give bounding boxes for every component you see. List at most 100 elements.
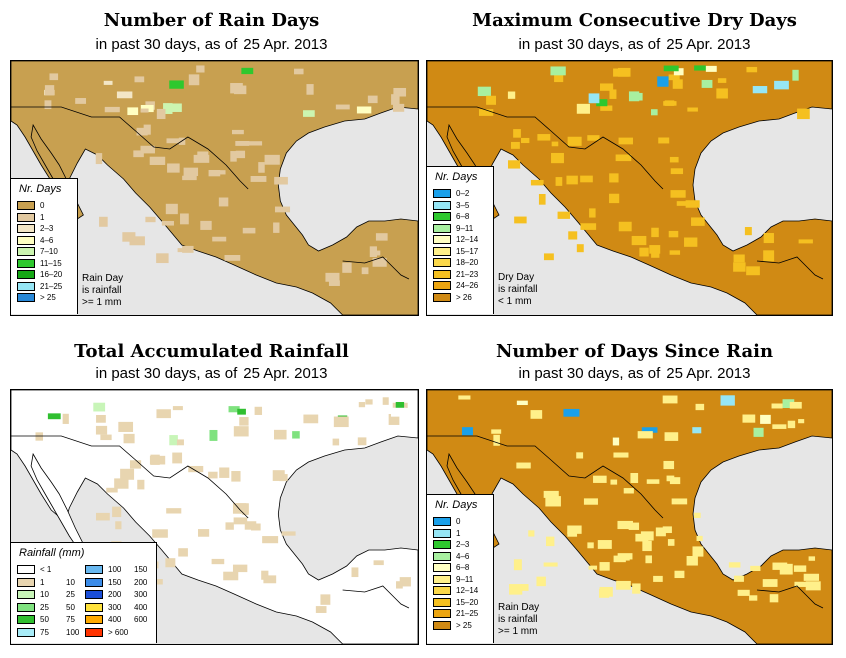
data-cell xyxy=(668,230,679,238)
data-cell xyxy=(35,432,44,441)
legend-swatch xyxy=(85,615,103,624)
data-cell xyxy=(292,431,300,439)
legend-swatch xyxy=(17,212,35,222)
data-cell xyxy=(567,136,582,146)
data-cell xyxy=(167,163,180,173)
legend-label: 2–3 xyxy=(40,224,54,233)
legend-range-high: 150 xyxy=(134,565,148,574)
legend-swatch xyxy=(433,246,451,256)
data-cell xyxy=(705,65,717,72)
legend-swatch xyxy=(17,590,35,599)
data-cell xyxy=(140,108,149,113)
days-since-rain-map xyxy=(426,389,833,645)
legend-swatch xyxy=(17,602,35,612)
data-cell xyxy=(122,232,136,242)
note-line: >= 1 mm xyxy=(82,297,122,308)
data-cell xyxy=(642,540,652,552)
legend-label: 21–23 xyxy=(456,269,479,279)
data-cell xyxy=(566,175,578,185)
legend-label: 2–3 xyxy=(456,540,470,549)
data-cell xyxy=(507,160,521,169)
data-cell xyxy=(233,517,248,525)
data-cell xyxy=(391,94,400,105)
data-cell xyxy=(615,154,632,162)
legend-item: 11–15 xyxy=(17,258,62,269)
data-cell xyxy=(149,156,166,165)
data-cell xyxy=(752,86,768,94)
panel-subtitle: in past 30 days, as of 25 Apr. 2013 xyxy=(95,365,328,382)
data-cell xyxy=(239,417,249,426)
date-label: 25 Apr. 2013 xyxy=(243,365,328,382)
data-cell xyxy=(375,233,388,241)
data-cell xyxy=(241,67,254,75)
data-cell xyxy=(388,413,400,425)
data-cell xyxy=(609,193,620,204)
data-cell xyxy=(225,522,234,530)
legend-label: > 25 xyxy=(40,293,56,302)
data-cell xyxy=(563,408,580,417)
data-cell xyxy=(774,80,789,90)
legend-item: 2–3 xyxy=(17,224,53,234)
data-cell xyxy=(325,272,340,282)
data-cell xyxy=(118,421,134,432)
data-cell xyxy=(772,424,787,429)
data-cell xyxy=(676,201,689,206)
legend-item: 4–6 xyxy=(17,235,53,246)
country-border xyxy=(756,585,824,609)
data-cell xyxy=(663,65,679,72)
data-cell xyxy=(753,427,764,437)
data-cell xyxy=(637,431,653,439)
data-cell xyxy=(635,92,643,101)
data-cell xyxy=(545,496,561,507)
data-cell xyxy=(218,197,229,207)
data-cell xyxy=(631,235,647,246)
data-cell xyxy=(618,221,632,232)
legend-item: 200 300 xyxy=(85,590,147,600)
data-cell xyxy=(567,532,578,537)
legend-item: 10 25 xyxy=(17,590,75,600)
legend-item: 9–11 xyxy=(433,223,473,234)
data-cell xyxy=(153,579,163,585)
land-mass xyxy=(427,61,832,315)
data-cell xyxy=(530,410,543,419)
data-cell xyxy=(737,589,750,596)
data-cell xyxy=(733,262,746,272)
data-cell xyxy=(750,565,761,571)
data-cell xyxy=(557,211,570,219)
data-cell xyxy=(797,108,810,120)
data-cell xyxy=(486,95,496,105)
country-border xyxy=(11,106,249,190)
definition-note: Dry Day is rainfall < 1 mm xyxy=(498,272,537,308)
data-cell xyxy=(166,138,180,144)
data-cell xyxy=(228,406,240,413)
data-cell xyxy=(358,402,366,408)
data-cell xyxy=(177,248,191,253)
panel-max-dry-days: Maximum Consecutive Dry Days in past 30 … xyxy=(423,0,846,329)
data-cell xyxy=(651,227,659,238)
legend-label: 21–25 xyxy=(40,281,63,291)
data-cell xyxy=(576,244,584,253)
data-cell xyxy=(536,576,546,587)
data-cells xyxy=(458,395,821,603)
country-border xyxy=(11,435,249,519)
data-cell xyxy=(793,565,807,572)
data-cell xyxy=(744,226,752,236)
data-cell xyxy=(140,145,155,154)
rain-days-map xyxy=(10,60,419,316)
data-cell xyxy=(632,583,641,594)
data-cell xyxy=(513,559,522,571)
legend-swatch xyxy=(433,563,451,572)
data-cell xyxy=(662,526,672,534)
data-cell xyxy=(669,156,679,163)
legend-label: 15–17 xyxy=(456,246,479,256)
data-cell xyxy=(782,399,795,408)
data-cell xyxy=(477,86,491,97)
data-cell xyxy=(510,141,520,149)
legend-swatch xyxy=(17,615,35,624)
data-cell xyxy=(716,88,728,99)
data-cell xyxy=(650,109,658,116)
data-cell xyxy=(509,584,523,595)
data-cell xyxy=(103,80,113,85)
data-cell xyxy=(95,425,108,435)
data-cell xyxy=(613,452,629,458)
